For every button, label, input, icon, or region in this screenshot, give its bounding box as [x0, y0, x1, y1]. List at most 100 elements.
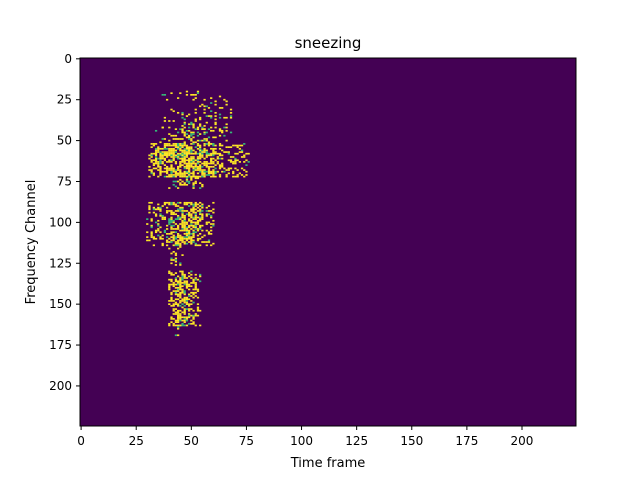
heatmap-cell	[185, 316, 189, 319]
heatmap-cell	[229, 108, 233, 111]
heatmap-cell	[199, 280, 202, 283]
heatmap-cell	[212, 162, 215, 165]
heatmap-cell	[174, 218, 178, 220]
heatmap-cell	[152, 244, 155, 247]
heatmap-cell	[174, 151, 178, 153]
heatmap-cell	[170, 174, 173, 176]
heatmap-cell	[190, 165, 193, 168]
heatmap-cell	[194, 152, 197, 155]
heatmap-cell	[192, 233, 195, 235]
heatmap-cell	[185, 175, 189, 178]
heatmap-cell	[203, 128, 206, 131]
heatmap-cell	[148, 157, 151, 160]
heatmap-cell	[174, 321, 178, 324]
heatmap-cell	[199, 139, 202, 142]
heatmap-cell	[183, 144, 186, 147]
heatmap-cell	[168, 270, 171, 273]
heatmap-cell	[185, 324, 189, 327]
heatmap-cell	[245, 170, 248, 173]
heatmap-cell	[177, 242, 180, 245]
heatmap-cell	[174, 172, 178, 175]
heatmap-cell	[179, 291, 182, 294]
heatmap-cell	[154, 162, 158, 165]
x-axis: 0 25 50 75 100 125 150 175 200	[77, 426, 533, 448]
heatmap-cell	[165, 233, 169, 235]
heatmap-cell	[203, 125, 206, 127]
heatmap-cell	[207, 221, 211, 224]
heatmap-cell	[154, 231, 158, 234]
heatmap-cell	[199, 164, 202, 166]
heatmap-cell	[181, 270, 184, 273]
heatmap-cell	[161, 218, 164, 220]
heatmap-cell	[177, 187, 180, 189]
heatmap-cell	[203, 234, 206, 237]
heatmap-cell	[188, 229, 191, 232]
heatmap-cell	[207, 170, 211, 173]
heatmap-cell	[179, 304, 182, 307]
heatmap-cell	[154, 167, 158, 170]
heatmap-cell	[183, 324, 186, 327]
heatmap-cell	[227, 172, 230, 175]
heatmap-cell	[163, 143, 167, 145]
heatmap-cell	[212, 223, 215, 225]
heatmap-cell	[221, 154, 224, 157]
heatmap-cell	[177, 334, 180, 337]
heatmap-cell	[174, 264, 178, 266]
heatmap-cell	[234, 144, 237, 147]
heatmap-cell	[183, 203, 186, 206]
heatmap-cell	[207, 154, 211, 157]
heatmap-cell	[159, 174, 162, 176]
heatmap-cell	[203, 111, 206, 114]
heatmap-cell	[168, 210, 171, 212]
heatmap-cell	[210, 216, 213, 219]
heatmap-cell	[172, 304, 175, 307]
heatmap-cell	[192, 161, 195, 163]
heatmap-cell	[192, 169, 195, 171]
heatmap-cell	[177, 236, 180, 238]
heatmap-cell	[188, 170, 191, 173]
heatmap-cell	[174, 244, 178, 247]
heatmap-cell	[207, 167, 211, 170]
heatmap-cell	[152, 236, 155, 238]
heatmap-cell	[218, 164, 222, 166]
heatmap-cell	[214, 147, 217, 150]
heatmap-cell	[168, 120, 171, 122]
heatmap-cell	[172, 221, 175, 224]
heatmap-cell	[234, 157, 237, 160]
heatmap-cell	[163, 93, 167, 96]
heatmap-cell	[159, 159, 162, 162]
plot-area	[79, 57, 577, 427]
heatmap-cell	[205, 151, 208, 153]
heatmap-cell	[154, 221, 158, 224]
heatmap-cell	[203, 108, 206, 111]
heatmap-cell	[181, 213, 184, 216]
heatmap-cell	[190, 291, 193, 294]
heatmap-cell	[172, 224, 175, 227]
heatmap-cell	[194, 223, 197, 225]
heatmap-cell	[177, 215, 180, 217]
heatmap-cell	[183, 218, 186, 220]
heatmap-cell	[210, 154, 213, 157]
heatmap-cell	[177, 228, 180, 230]
heatmap-cell	[185, 136, 189, 139]
heatmap-cell	[161, 156, 164, 158]
heatmap-cell	[183, 165, 186, 168]
heatmap-cell	[181, 172, 184, 175]
heatmap-cell	[152, 144, 155, 147]
heatmap-cell	[196, 152, 200, 155]
heatmap-cell	[172, 324, 175, 327]
heatmap-cell	[181, 206, 184, 209]
heatmap-cell	[190, 270, 193, 273]
heatmap-cell	[174, 138, 178, 140]
heatmap-cell	[210, 172, 213, 175]
heatmap-cell	[154, 151, 158, 153]
heatmap-cell	[152, 174, 155, 176]
heatmap-cell	[168, 139, 171, 142]
heatmap-cell	[188, 213, 191, 216]
heatmap-cell	[179, 216, 182, 219]
heatmap-cell	[210, 143, 213, 145]
heatmap-background	[80, 58, 576, 426]
heatmap-cell	[199, 175, 202, 178]
heatmap-cell	[201, 236, 204, 238]
heatmap-cell	[190, 123, 193, 126]
